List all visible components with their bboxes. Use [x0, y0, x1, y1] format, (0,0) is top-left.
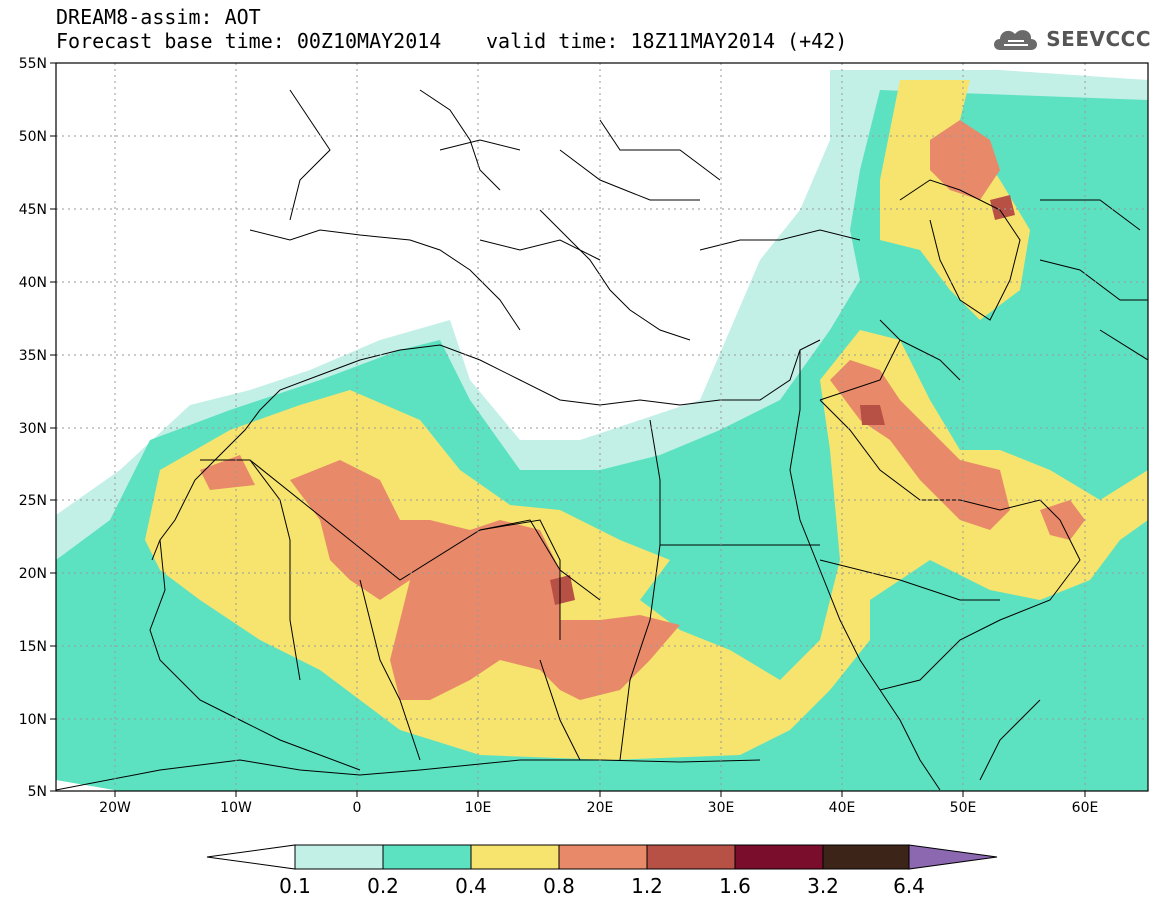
lat-label: 25N	[19, 493, 47, 509]
lon-label: 50E	[950, 800, 977, 816]
lon-label: 60E	[1072, 800, 1099, 816]
lat-label: 5N	[28, 784, 47, 800]
legend-label: 3.2	[807, 874, 839, 898]
seevccc-logo: SEEVCCC	[990, 24, 1151, 54]
valid-time-label: valid time: 18Z11MAY2014 (+42)	[486, 29, 848, 53]
lat-ticks	[50, 62, 56, 792]
aot-band-1.2	[990, 195, 1015, 220]
legend-label: 0.4	[455, 874, 487, 898]
legend-label: 6.4	[893, 874, 925, 898]
logo-text: SEEVCCC	[1046, 27, 1151, 51]
lat-label: 10N	[19, 712, 47, 728]
lat-label: 50N	[19, 129, 47, 145]
legend-swatch	[558, 844, 648, 870]
legend-swatch	[646, 844, 736, 870]
aot-band-0.8	[830, 360, 1010, 530]
aot-band-0.8	[200, 455, 255, 490]
aot-band-0.8	[1040, 500, 1085, 540]
base-time-label: Forecast base time: 00Z10MAY2014	[56, 29, 442, 53]
lon-ticks	[114, 791, 1086, 797]
legend-swatch	[734, 844, 824, 870]
lon-label: 20W	[99, 800, 131, 816]
lat-label: 35N	[19, 348, 47, 364]
lon-axis: 20W 10W 0 10E 20E 30E 40E 50E 60E	[99, 800, 1098, 816]
model-title: DREAM8-assim: AOT	[56, 5, 261, 29]
legend-above-triangle	[908, 844, 998, 870]
legend-swatch	[382, 844, 472, 870]
legend-below-triangle	[206, 844, 296, 870]
lon-label: 10W	[220, 800, 252, 816]
aot-field	[56, 63, 1148, 791]
gridlines	[56, 63, 1148, 791]
cloud-icon	[994, 30, 1038, 50]
aot-band-0.8	[290, 460, 680, 700]
legend-labels: 0.1 0.2 0.4 0.8 1.2 1.6 3.2 6.4	[279, 874, 925, 898]
legend-label: 0.1	[279, 874, 311, 898]
lat-label: 45N	[19, 202, 47, 218]
lon-label: 30E	[708, 800, 735, 816]
lat-label: 40N	[19, 275, 47, 291]
legend-swatch	[294, 844, 384, 870]
legend-swatch	[470, 844, 560, 870]
lon-label: 0	[353, 800, 362, 816]
lon-label: 40E	[829, 800, 856, 816]
lat-label: 15N	[19, 639, 47, 655]
map-frame	[55, 62, 1149, 792]
lat-axis: 55N 50N 45N 40N 35N 30N 25N 20N 15N 10N …	[19, 56, 47, 800]
legend-label: 0.2	[367, 874, 399, 898]
legend-label: 0.8	[543, 874, 575, 898]
aot-band-1.2	[550, 575, 575, 605]
aot-band-0.4	[880, 80, 1030, 320]
legend-label: 1.6	[719, 874, 751, 898]
lat-label: 55N	[19, 56, 47, 72]
legend-label: 1.2	[631, 874, 663, 898]
aot-band-0.8	[930, 120, 1000, 200]
legend-swatch	[822, 844, 910, 870]
lat-label: 20N	[19, 566, 47, 582]
color-legend	[206, 844, 998, 870]
lon-label: 10E	[465, 800, 492, 816]
lat-label: 30N	[19, 421, 47, 437]
coastlines	[56, 89, 1148, 791]
lon-label: 20E	[587, 800, 614, 816]
aot-band-1.2	[860, 405, 885, 425]
